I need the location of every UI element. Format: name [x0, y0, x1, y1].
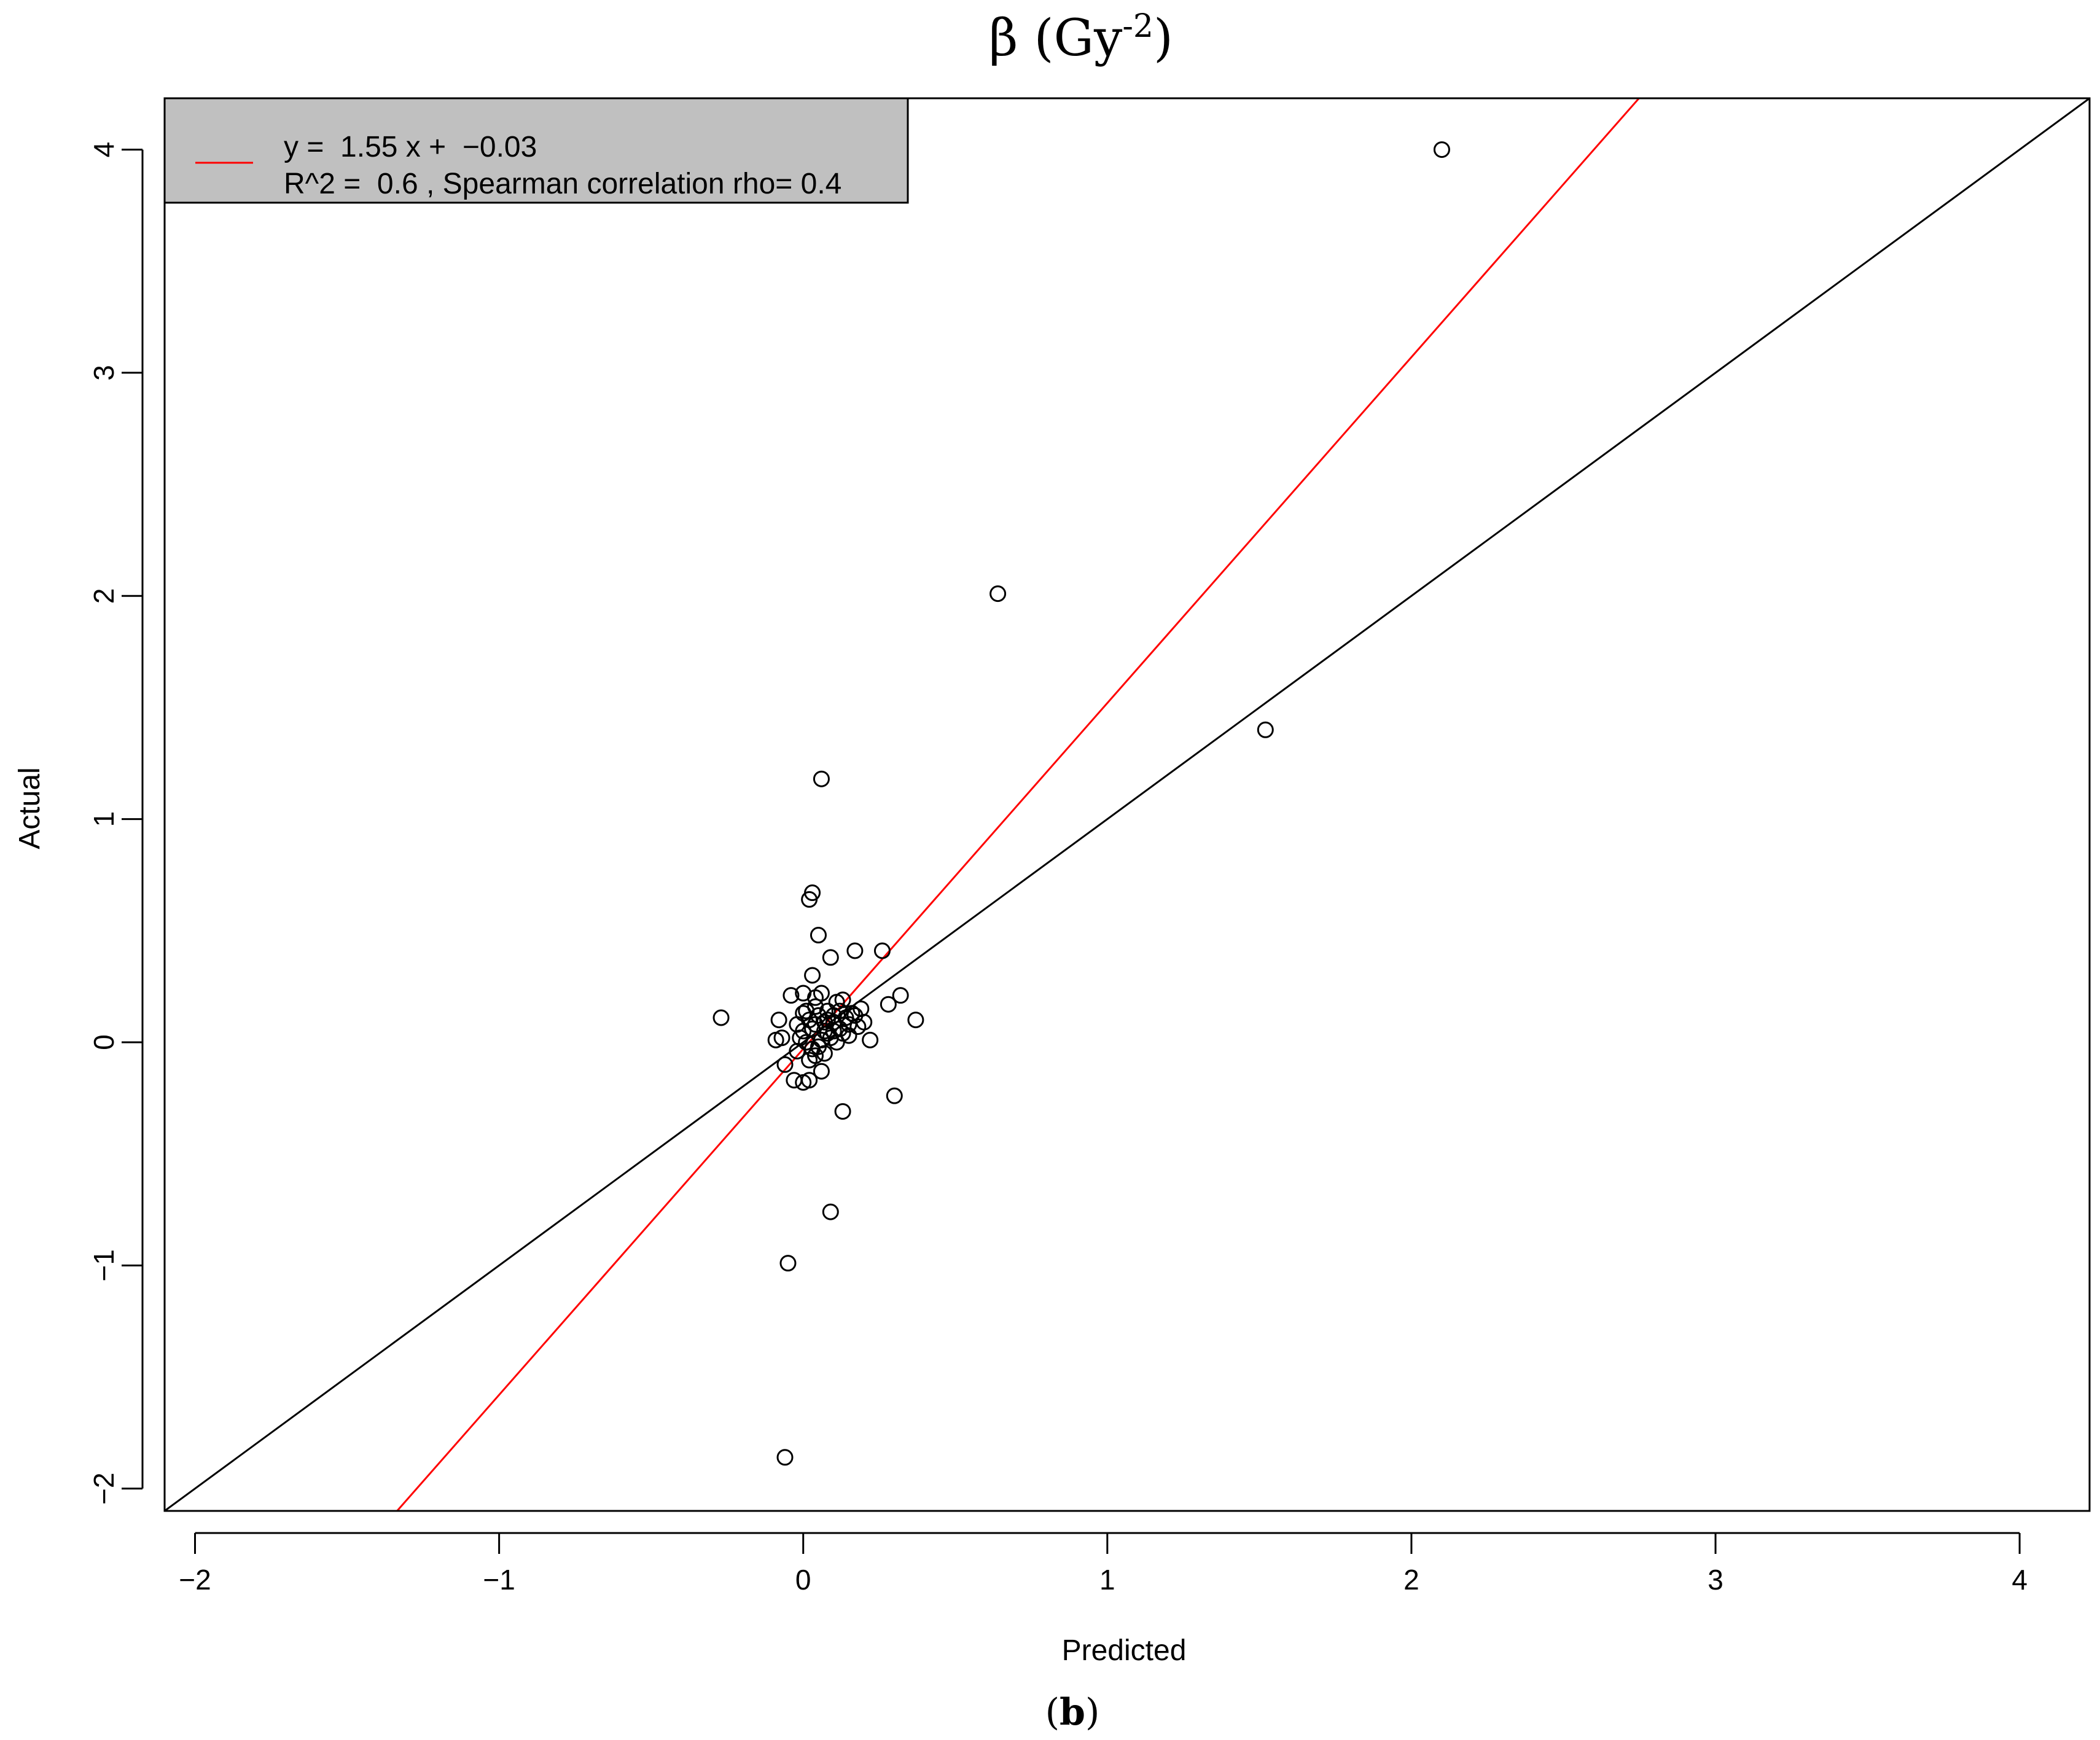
- data-point: [1433, 141, 1450, 158]
- data-point: [873, 942, 891, 959]
- data-point: [712, 1009, 730, 1026]
- data-point: [834, 991, 851, 1008]
- y-tick-label: 4: [88, 142, 120, 158]
- data-point: [846, 942, 864, 959]
- data-point: [825, 1023, 842, 1040]
- data-point: [804, 967, 821, 984]
- y-tick-label: 3: [88, 365, 120, 381]
- y-tick-label: 2: [88, 588, 120, 604]
- data-point: [789, 1043, 806, 1060]
- data-point: [801, 891, 818, 908]
- x-tick-label: 0: [795, 1564, 811, 1596]
- data-point: [786, 1072, 803, 1089]
- data-point: [783, 987, 800, 1004]
- caption-letter: b: [1060, 1691, 1085, 1734]
- title-superscript: -2: [1122, 8, 1153, 45]
- title-symbol: β: [989, 9, 1018, 68]
- data-point: [822, 1203, 839, 1220]
- reference-lines: [165, 98, 2090, 1511]
- y-tick-label: 1: [88, 811, 120, 827]
- y-tick-label: −2: [88, 1472, 120, 1504]
- x-tick-label: 4: [2012, 1564, 2028, 1596]
- data-point: [810, 927, 827, 944]
- data-point: [773, 1029, 790, 1047]
- x-tick-label: −1: [483, 1564, 515, 1596]
- legend-statistics: R^2 = 0.6 , Spearman correlation rho= 0.…: [284, 168, 841, 200]
- data-point: [807, 1047, 824, 1064]
- title-close: ): [1153, 9, 1173, 68]
- caption-open: (: [1045, 1691, 1060, 1734]
- figure-caption: (b): [1045, 1691, 1100, 1734]
- data-point: [846, 1007, 864, 1024]
- data-point: [798, 1002, 815, 1020]
- legend-box: [163, 97, 909, 204]
- data-point: [862, 1031, 879, 1048]
- y-axis-title: Actual: [14, 767, 46, 849]
- plot-frame: [163, 97, 2091, 1512]
- data-point: [813, 985, 830, 1002]
- data-point: [776, 1056, 794, 1073]
- data-point: [989, 585, 1007, 603]
- caption-close: ): [1085, 1691, 1099, 1734]
- legend-equation: y = 1.55 x + −0.03: [284, 131, 537, 163]
- data-point: [816, 1013, 833, 1031]
- x-axis: −2 −1 0 1 2 3 4: [179, 1532, 2028, 1596]
- data-point: [831, 1002, 848, 1020]
- data-point: [776, 1449, 794, 1466]
- x-tick-label: 1: [1099, 1564, 1115, 1596]
- x-tick-label: 3: [1708, 1564, 1723, 1596]
- y-tick-label: −1: [88, 1249, 120, 1281]
- x-tick-label: −2: [179, 1564, 211, 1596]
- data-point: [828, 1034, 845, 1051]
- data-point: [1257, 721, 1274, 738]
- data-point: [813, 770, 830, 787]
- data-point: [843, 1005, 861, 1022]
- identity-line: [165, 98, 2090, 1511]
- y-tick-label: 0: [88, 1034, 120, 1050]
- data-point: [779, 1255, 797, 1272]
- title-open: (Gy: [1018, 9, 1123, 68]
- y-axis: −2 −1 0 1 2 3 4: [88, 142, 144, 1505]
- legend: y = 1.55 x + −0.03 R^2 = 0.6 , Spearman …: [163, 97, 909, 204]
- fit-line: [396, 98, 1641, 1511]
- data-point: [816, 1045, 833, 1062]
- data-point: [840, 1016, 857, 1033]
- data-point: [886, 1087, 903, 1104]
- x-axis-title: Predicted: [1062, 1634, 1187, 1667]
- data-point: [770, 1012, 787, 1029]
- data-point: [807, 998, 824, 1015]
- data-point: [907, 1012, 924, 1029]
- data-point: [813, 1063, 830, 1080]
- data-points: [712, 141, 1450, 1466]
- data-point: [834, 1103, 851, 1120]
- data-point: [892, 987, 909, 1004]
- data-point: [822, 949, 839, 966]
- data-point: [880, 996, 897, 1013]
- data-point: [801, 1072, 818, 1089]
- x-tick-label: 2: [1403, 1564, 1419, 1596]
- chart-title: β (Gy-2): [989, 8, 1173, 68]
